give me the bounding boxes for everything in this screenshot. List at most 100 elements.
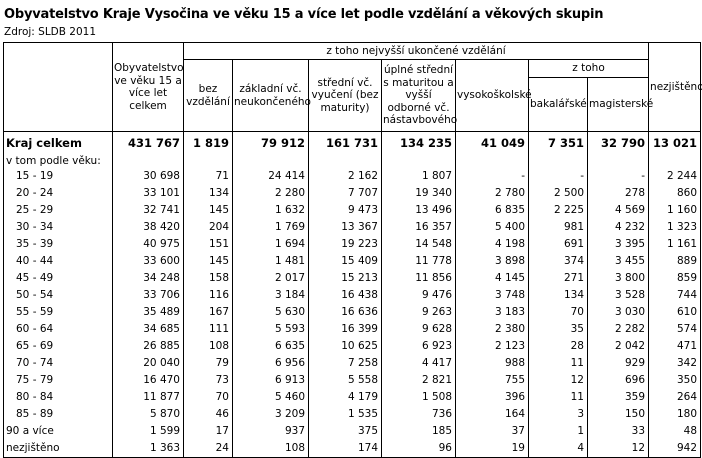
header-population: Obyvatelstvo ve věku 15 a více let celke… (112, 42, 184, 132)
table-cell: 15 409 (308, 253, 382, 270)
row-label: 80 - 84 (3, 389, 113, 406)
table-cell: 96 (381, 440, 456, 458)
table-cell: 111 (183, 321, 233, 338)
page-title: Obyvatelstvo Kraje Vysočina ve věku 15 a… (4, 7, 604, 22)
table-cell: 164 (455, 406, 529, 423)
table-cell: 1 769 (232, 219, 309, 236)
header-bachelor: bakalářské (528, 77, 588, 132)
table-cell: 70 (183, 389, 233, 406)
table-cell: 35 (528, 321, 588, 338)
table-cell: 1 632 (232, 202, 309, 219)
row-label: 75 - 79 (3, 372, 113, 389)
table-cell: 17 (183, 423, 233, 440)
table-cell: 691 (528, 236, 588, 253)
table-cell: 16 357 (381, 219, 456, 236)
table-cell: 9 473 (308, 202, 382, 219)
table-cell (455, 154, 529, 168)
row-label: Kraj celkem (3, 131, 113, 154)
table-cell: 9 263 (381, 304, 456, 321)
table-cell: 2 225 (528, 202, 588, 219)
header-of-which: z toho (527, 59, 650, 78)
table-cell: 11 (528, 355, 588, 372)
table-cell: - (455, 168, 529, 185)
table-cell: 2 162 (308, 168, 382, 185)
table-cell: 6 635 (232, 338, 309, 355)
table-cell: 2 380 (455, 321, 529, 338)
table-cell (308, 154, 382, 168)
table-cell: 375 (308, 423, 382, 440)
table-row-total: Kraj celkem 431 767 1 819 79 912 161 731 134 … (3, 131, 702, 154)
table-cell: 15 213 (308, 270, 382, 287)
table-cell (232, 154, 309, 168)
table-cell: 13 021 (648, 131, 702, 154)
table-cell: 158 (183, 270, 233, 287)
table-row: 15 - 19 30 698 71 24 414 2 162 1 807- - -2 244 (3, 168, 702, 185)
table-cell: 71 (183, 168, 233, 185)
row-label: 60 - 64 (3, 321, 113, 338)
table-cell: 5 870 (112, 406, 184, 423)
table-row: 90 a více 1 599 17 937 375 185 37 1 33 48 (3, 423, 702, 440)
table-row: 35 - 39 40 975 151 1 694 19 223 14 548 4 198 69… (3, 236, 702, 253)
table-cell: 1 481 (232, 253, 309, 270)
table-cell: 16 438 (308, 287, 382, 304)
table-cell: 11 (528, 389, 588, 406)
table-cell: 12 (586, 440, 650, 458)
table-cell (381, 154, 456, 168)
row-label: 35 - 39 (3, 236, 113, 253)
table-row: 25 - 29 32 741 145 1 632 9 473 13 496 6 835 2 2… (3, 202, 702, 219)
table-cell: 2 500 (528, 185, 588, 202)
table-cell: 185 (381, 423, 456, 440)
table-cell (112, 154, 184, 168)
table-cell: 33 101 (112, 185, 184, 202)
table-row: 65 - 69 26 885 108 6 635 10 625 6 923 2 123 28 2… (3, 338, 702, 355)
table-cell: 161 731 (308, 131, 382, 154)
table-cell: 41 049 (455, 131, 529, 154)
table-cell: 1 363 (112, 440, 184, 458)
table-cell: 696 (586, 372, 650, 389)
table-cell: 574 (648, 321, 702, 338)
table-row-subheading: v tom podle věku: (3, 154, 702, 168)
table-cell: 860 (648, 185, 702, 202)
table-cell: 5 400 (455, 219, 529, 236)
table-cell: 19 223 (308, 236, 382, 253)
table-row: 60 - 64 34 685 111 5 593 16 399 9 628 2 380 35 2… (3, 321, 702, 338)
table-row: 50 - 54 33 706 116 3 184 16 438 9 476 3 748 134… (3, 287, 702, 304)
table-cell: 9 628 (381, 321, 456, 338)
header-unknown: nezjištěno (648, 42, 702, 132)
header-education-group: z toho nejvyšší ukončené vzdělání (182, 42, 650, 60)
table-cell: 271 (528, 270, 588, 287)
table-cell: 374 (528, 253, 588, 270)
table-cell: 264 (648, 389, 702, 406)
table-cell: 396 (455, 389, 529, 406)
table-cell (528, 154, 588, 168)
row-label: 90 a více (3, 423, 113, 440)
header-none: bez vzdělání (183, 59, 233, 132)
table-cell: 7 351 (528, 131, 588, 154)
table-cell: 937 (232, 423, 309, 440)
table-row: 75 - 79 16 470 73 6 913 5 558 2 821 755 12 696 35… (3, 372, 702, 389)
table-cell: 33 600 (112, 253, 184, 270)
table-cell: 5 460 (232, 389, 309, 406)
table-cell: 145 (183, 253, 233, 270)
table-cell: 19 340 (381, 185, 456, 202)
table-cell: 3 748 (455, 287, 529, 304)
table-cell (183, 154, 233, 168)
table-cell: 6 956 (232, 355, 309, 372)
table-row: 20 - 24 33 101 134 2 280 7 707 19 340 2 780 2 5… (3, 185, 702, 202)
table-cell: 7 707 (308, 185, 382, 202)
table-cell: 2 042 (586, 338, 650, 355)
table-cell: 26 885 (112, 338, 184, 355)
table-cell: 3 030 (586, 304, 650, 321)
row-label: 45 - 49 (3, 270, 113, 287)
table-cell: 3 528 (586, 287, 650, 304)
table-cell: 116 (183, 287, 233, 304)
table-cell: 610 (648, 304, 702, 321)
table-cell: 3 395 (586, 236, 650, 253)
table-cell: 889 (648, 253, 702, 270)
table-cell: 46 (183, 406, 233, 423)
table-cell: 4 145 (455, 270, 529, 287)
table-cell: 35 489 (112, 304, 184, 321)
table-cell: 19 (455, 440, 529, 458)
table-cell: 108 (183, 338, 233, 355)
table-cell: 12 (528, 372, 588, 389)
